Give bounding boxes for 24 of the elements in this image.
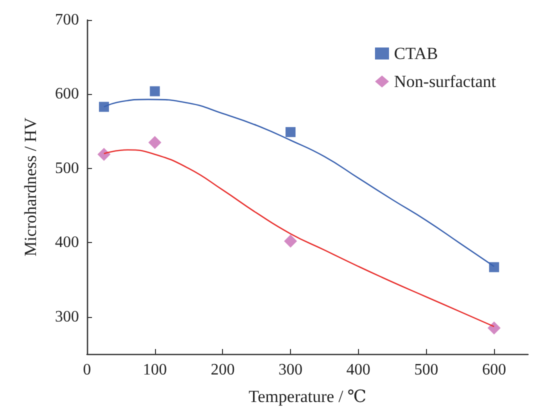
point bbox=[98, 102, 109, 112]
x-tick-label: 300 bbox=[278, 362, 303, 378]
y-axis-title: Microhardness / HV bbox=[21, 116, 40, 256]
x-tick-label: 200 bbox=[210, 362, 235, 378]
point bbox=[148, 136, 162, 149]
point bbox=[489, 262, 500, 272]
point bbox=[150, 86, 160, 96]
y-tick-label: 500 bbox=[55, 160, 79, 177]
x-tick-label: 600 bbox=[482, 362, 506, 378]
point bbox=[97, 148, 110, 161]
x-axis-title: Temperature / ℃ bbox=[248, 387, 366, 406]
x-tick-label: 100 bbox=[142, 362, 167, 378]
legend-label: Non-surfactant bbox=[394, 72, 496, 91]
y-tick-label: 700 bbox=[55, 12, 79, 28]
y-tick-label: 300 bbox=[55, 308, 79, 326]
point bbox=[286, 127, 296, 138]
point bbox=[284, 234, 298, 248]
y-tick-label: 400 bbox=[55, 234, 79, 252]
legend-label: CTAB bbox=[394, 44, 438, 63]
x-tick-label: 400 bbox=[346, 362, 370, 378]
y-tick-label: 600 bbox=[55, 86, 79, 103]
x-tick-label: 0 bbox=[83, 362, 91, 378]
point bbox=[488, 322, 501, 335]
x-tick-label: 500 bbox=[414, 362, 438, 378]
